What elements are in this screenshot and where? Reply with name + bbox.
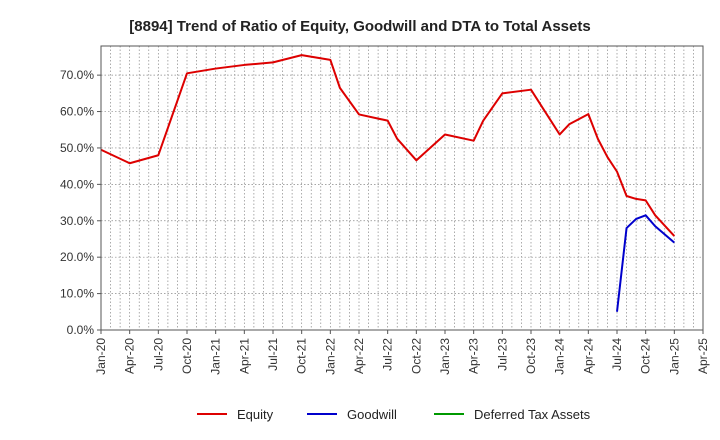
x-tick-label: Apr-21 — [237, 338, 251, 374]
x-tick-label: Oct-20 — [180, 338, 194, 374]
x-axis: Jan-20 Apr-20 Jul-20 Oct-20 Jan-21 Apr-21 Jul-… — [94, 330, 710, 375]
x-tick-label: Oct-21 — [295, 338, 309, 374]
grid — [100, 46, 704, 331]
x-tick-label: Apr-22 — [352, 338, 366, 374]
legend: Equity Goodwill Deferred Tax Assets — [197, 407, 591, 422]
y-tick-label: 60.0% — [60, 105, 94, 119]
x-tick-label: Jul-23 — [495, 338, 509, 371]
legend-label: Equity — [237, 407, 274, 422]
x-tick-label: Jan-24 — [553, 338, 567, 375]
x-tick-label: Apr-23 — [467, 338, 481, 374]
y-tick-label: 40.0% — [60, 177, 94, 191]
series-lines — [100, 54, 676, 312]
y-tick-label: 70.0% — [60, 68, 94, 82]
x-tick-label: Jul-21 — [266, 338, 280, 371]
x-tick-label: Jul-22 — [381, 338, 395, 371]
y-tick-label: 50.0% — [60, 141, 94, 155]
x-tick-label: Apr-20 — [123, 338, 137, 374]
x-tick-label: Oct-23 — [524, 338, 538, 374]
x-tick-label: Jan-25 — [667, 338, 681, 375]
y-axis: 0.0% 10.0% 20.0% 30.0% 40.0% 50.0% 60.0% 70.0% — [60, 68, 101, 337]
x-tick-label: Oct-22 — [409, 338, 423, 374]
x-tick-label: Jan-20 — [94, 338, 108, 375]
y-tick-label: 10.0% — [60, 287, 94, 301]
chart-title: [8894] Trend of Ratio of Equity, Goodwil… — [129, 18, 590, 35]
y-tick-label: 30.0% — [60, 214, 94, 228]
legend-label: Deferred Tax Assets — [474, 407, 591, 422]
x-tick-label: Jul-20 — [151, 338, 165, 371]
legend-label: Goodwill — [347, 407, 397, 422]
x-tick-label: Apr-25 — [696, 338, 710, 374]
series-line-goodwill — [616, 214, 675, 312]
x-tick-label: Jan-22 — [323, 338, 337, 375]
plot-area — [100, 45, 704, 331]
y-tick-label: 0.0% — [67, 323, 95, 337]
x-tick-label: Oct-24 — [639, 338, 653, 374]
x-tick-label: Jan-23 — [438, 338, 452, 375]
series-line-equity — [100, 54, 676, 237]
x-tick-label: Jul-24 — [610, 338, 624, 371]
x-tick-label: Apr-24 — [581, 338, 595, 374]
y-tick-label: 20.0% — [60, 250, 94, 264]
x-tick-label: Jan-21 — [209, 338, 223, 375]
